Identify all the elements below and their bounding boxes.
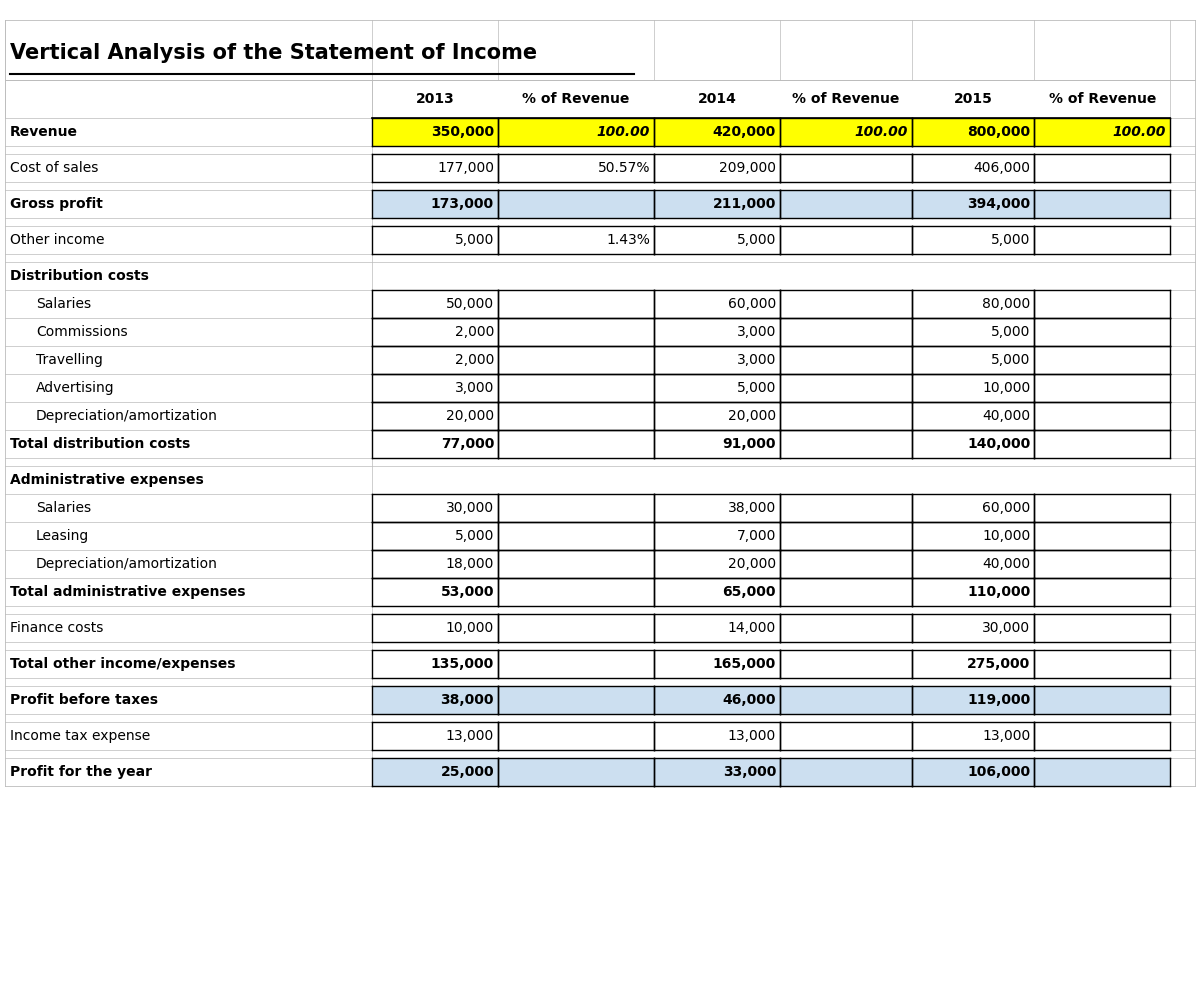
Text: 10,000: 10,000 (982, 381, 1031, 395)
Text: 2015: 2015 (954, 92, 992, 106)
Text: 38,000: 38,000 (727, 501, 776, 515)
Text: 100.00: 100.00 (1112, 125, 1166, 139)
Text: 140,000: 140,000 (967, 437, 1031, 451)
Text: Distribution costs: Distribution costs (10, 269, 149, 283)
Text: Depreciation/amortization: Depreciation/amortization (36, 409, 218, 423)
Bar (372, 686, 1170, 714)
Bar (372, 758, 1170, 786)
Text: 5,000: 5,000 (737, 233, 776, 247)
Text: 211,000: 211,000 (713, 197, 776, 211)
Text: 20,000: 20,000 (446, 409, 494, 423)
Text: Gross profit: Gross profit (10, 197, 102, 211)
Text: Leasing: Leasing (36, 529, 89, 543)
Text: % of Revenue: % of Revenue (792, 92, 900, 106)
Text: Advertising: Advertising (36, 381, 115, 395)
Text: Travelling: Travelling (36, 353, 103, 367)
Text: 25,000: 25,000 (440, 765, 494, 779)
Text: 1.43%: 1.43% (606, 233, 650, 247)
Text: 60,000: 60,000 (727, 297, 776, 311)
Text: % of Revenue: % of Revenue (1049, 92, 1156, 106)
Text: 420,000: 420,000 (713, 125, 776, 139)
Text: 5,000: 5,000 (991, 353, 1031, 367)
Text: Income tax expense: Income tax expense (10, 729, 150, 743)
Text: 2014: 2014 (697, 92, 737, 106)
Text: 209,000: 209,000 (719, 161, 776, 175)
Text: 60,000: 60,000 (982, 501, 1031, 515)
Text: 20,000: 20,000 (728, 409, 776, 423)
Text: Salaries: Salaries (36, 297, 91, 311)
Text: 13,000: 13,000 (445, 729, 494, 743)
Text: 2013: 2013 (415, 92, 455, 106)
Text: 135,000: 135,000 (431, 657, 494, 671)
Text: Cost of sales: Cost of sales (10, 161, 98, 175)
Text: Revenue: Revenue (10, 125, 78, 139)
Text: 800,000: 800,000 (967, 125, 1031, 139)
Text: 10,000: 10,000 (445, 621, 494, 635)
Text: 80,000: 80,000 (982, 297, 1031, 311)
Text: 46,000: 46,000 (722, 693, 776, 707)
Text: 50,000: 50,000 (446, 297, 494, 311)
Text: Total distribution costs: Total distribution costs (10, 437, 190, 451)
Text: 106,000: 106,000 (967, 765, 1031, 779)
Text: Commissions: Commissions (36, 325, 127, 339)
Text: Salaries: Salaries (36, 501, 91, 515)
Text: 2,000: 2,000 (455, 325, 494, 339)
Text: Total administrative expenses: Total administrative expenses (10, 585, 245, 599)
Text: 13,000: 13,000 (727, 729, 776, 743)
Text: 110,000: 110,000 (967, 585, 1031, 599)
Text: 53,000: 53,000 (440, 585, 494, 599)
Text: 13,000: 13,000 (982, 729, 1031, 743)
Text: 173,000: 173,000 (431, 197, 494, 211)
Text: 177,000: 177,000 (437, 161, 494, 175)
Text: 30,000: 30,000 (983, 621, 1031, 635)
Text: 2,000: 2,000 (455, 353, 494, 367)
Text: 50.57%: 50.57% (598, 161, 650, 175)
Text: 5,000: 5,000 (737, 381, 776, 395)
Text: 10,000: 10,000 (982, 529, 1031, 543)
Text: 65,000: 65,000 (722, 585, 776, 599)
Text: 40,000: 40,000 (983, 557, 1031, 571)
Text: 5,000: 5,000 (991, 325, 1031, 339)
Text: Administrative expenses: Administrative expenses (10, 473, 203, 487)
Bar (372, 118, 1170, 146)
Text: 165,000: 165,000 (713, 657, 776, 671)
Text: 30,000: 30,000 (446, 501, 494, 515)
Text: 5,000: 5,000 (991, 233, 1031, 247)
Text: 406,000: 406,000 (973, 161, 1031, 175)
Text: 20,000: 20,000 (728, 557, 776, 571)
Text: 7,000: 7,000 (737, 529, 776, 543)
Text: 100.00: 100.00 (854, 125, 908, 139)
Text: Depreciation/amortization: Depreciation/amortization (36, 557, 218, 571)
Text: 350,000: 350,000 (431, 125, 494, 139)
Text: 100.00: 100.00 (596, 125, 650, 139)
Text: 40,000: 40,000 (983, 409, 1031, 423)
Text: Profit for the year: Profit for the year (10, 765, 151, 779)
Text: Profit before taxes: Profit before taxes (10, 693, 157, 707)
Text: 14,000: 14,000 (727, 621, 776, 635)
Text: 3,000: 3,000 (455, 381, 494, 395)
Text: 5,000: 5,000 (455, 529, 494, 543)
Text: Finance costs: Finance costs (10, 621, 103, 635)
Text: 394,000: 394,000 (967, 197, 1031, 211)
Bar (372, 190, 1170, 218)
Text: 5,000: 5,000 (455, 233, 494, 247)
Text: 91,000: 91,000 (722, 437, 776, 451)
Text: 3,000: 3,000 (737, 325, 776, 339)
Bar (5, 80, 1195, 118)
Text: 3,000: 3,000 (737, 353, 776, 367)
Text: 77,000: 77,000 (440, 437, 494, 451)
Text: 275,000: 275,000 (967, 657, 1031, 671)
Text: 119,000: 119,000 (967, 693, 1031, 707)
Text: % of Revenue: % of Revenue (522, 92, 630, 106)
Text: 18,000: 18,000 (445, 557, 494, 571)
Text: 38,000: 38,000 (440, 693, 494, 707)
Text: Other income: Other income (10, 233, 104, 247)
Text: Total other income/expenses: Total other income/expenses (10, 657, 235, 671)
Text: 33,000: 33,000 (722, 765, 776, 779)
Text: Vertical Analysis of the Statement of Income: Vertical Analysis of the Statement of In… (10, 43, 536, 63)
